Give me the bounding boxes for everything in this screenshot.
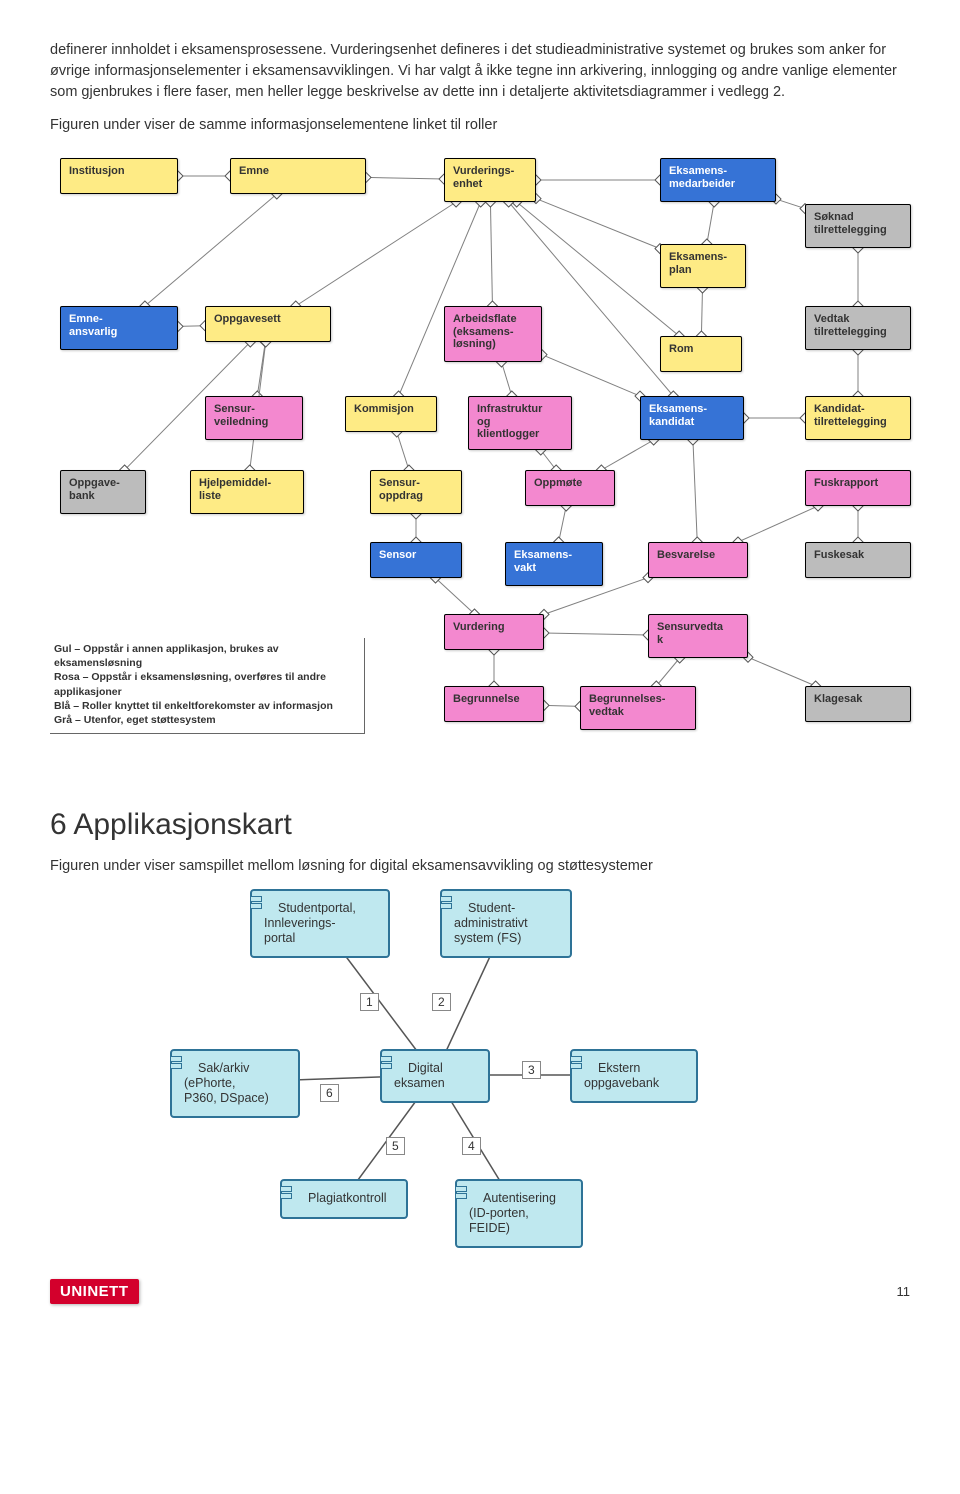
edge-label-5: 5: [386, 1137, 405, 1155]
node-ekskand: Eksamens- kandidat: [640, 396, 744, 440]
node-fuskesak: Fuskesak: [805, 542, 911, 578]
component-plagiat: Plagiatkontroll: [280, 1179, 408, 1219]
edge-label-1: 1: [360, 993, 379, 1011]
node-institusjon: Institusjon: [60, 158, 178, 194]
component-studentportal: Studentportal, Innleverings- portal: [250, 889, 390, 958]
node-sensuroppdrag: Sensur- oppdrag: [370, 470, 462, 514]
component-digital: Digital eksamen: [380, 1049, 490, 1103]
node-begrunnelse: Begrunnelse: [444, 686, 544, 722]
node-kandtil: Kandidat- tilrettelegging: [805, 396, 911, 440]
paragraph-1: definerer innholdet i eksamensprosessene…: [50, 40, 910, 103]
page-number: 11: [897, 1284, 911, 1299]
edge-label-6: 6: [320, 1084, 339, 1102]
paragraph-3: Figuren under viser samspillet mellom lø…: [50, 856, 910, 877]
diagram-1-legend: Gul – Oppstår i annen applikasjon, bruke…: [50, 638, 365, 734]
node-hjelpemiddel: Hjelpemiddel- liste: [190, 470, 304, 514]
node-vedtak: Vedtak tilrettelegging: [805, 306, 911, 350]
node-rom: Rom: [660, 336, 742, 372]
edge-label-2: 2: [432, 993, 451, 1011]
node-oppgavesett: Oppgavesett: [205, 306, 331, 342]
diagram-1: Gul – Oppstår i annen applikasjon, bruke…: [50, 148, 910, 788]
node-infrastruktur: Infrastruktur og klientlogger: [468, 396, 572, 450]
node-eksmed: Eksamens- medarbeider: [660, 158, 776, 202]
node-sensor: Sensor: [370, 542, 462, 578]
component-oppgbank: Ekstern oppgavebank: [570, 1049, 698, 1103]
node-kommisjon: Kommisjon: [345, 396, 437, 432]
node-eksplan: Eksamens- plan: [660, 244, 746, 288]
node-eksvakt: Eksamens- vakt: [505, 542, 603, 586]
component-auth: Autentisering (ID-porten, FEIDE): [455, 1179, 583, 1248]
node-klagesak: Klagesak: [805, 686, 911, 722]
node-sensurvedtak: Sensurvedta k: [648, 614, 748, 658]
node-besvarelse: Besvarelse: [648, 542, 748, 578]
node-oppmote: Oppmøte: [525, 470, 615, 506]
node-emneansvarlig: Emne- ansvarlig: [60, 306, 178, 350]
node-arbeidsflate: Arbeidsflate (eksamens- løsning): [444, 306, 542, 362]
heading-applikasjonskart: 6 Applikasjonskart: [50, 808, 910, 842]
node-sensurveil: Sensur- veiledning: [205, 396, 303, 440]
diagram-2: Studentportal, Innleverings- portal Stude…: [170, 889, 730, 1249]
node-begrvedtak: Begrunnelses- vedtak: [580, 686, 696, 730]
component-fs: Student- administrativt system (FS): [440, 889, 572, 958]
uninett-logo: UNINETT: [50, 1279, 139, 1304]
node-vurdering: Vurdering: [444, 614, 544, 650]
footer: UNINETT 11: [0, 1279, 960, 1334]
node-emne: Emne: [230, 158, 366, 194]
edge-label-3: 3: [522, 1061, 541, 1079]
node-soknad: Søknad tilrettelegging: [805, 204, 911, 248]
edge-label-4: 4: [462, 1137, 481, 1155]
component-sakarkiv: Sak/arkiv (ePhorte, P360, DSpace): [170, 1049, 300, 1118]
node-oppgavebank: Oppgave- bank: [60, 470, 146, 514]
node-vurderingsenhet: Vurderings- enhet: [444, 158, 536, 202]
node-fuskrapport: Fuskrapport: [805, 470, 911, 506]
paragraph-2: Figuren under viser de samme informasjon…: [50, 115, 910, 136]
